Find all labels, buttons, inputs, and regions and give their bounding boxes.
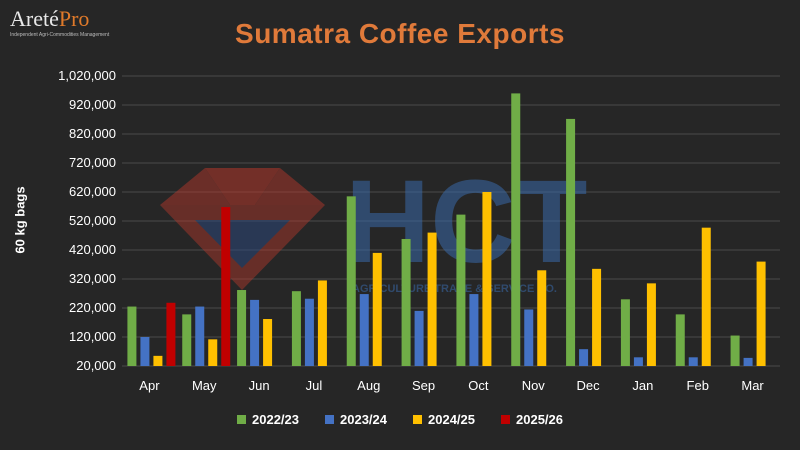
x-category-label: Nov <box>522 378 546 393</box>
legend-item: 2024/25 <box>413 412 475 427</box>
bar-2022-23-jun <box>237 290 247 366</box>
watermark-diamond-inner <box>195 220 290 268</box>
watermark-diamond-left <box>160 168 230 205</box>
bar-2022-23-dec <box>566 118 576 366</box>
y-axis-ticks: 20,000 120,000 220,000 320,000 420,000 520,00… <box>58 68 116 373</box>
bar-2023-24-jun <box>250 299 260 366</box>
bar-2023-24-may <box>195 306 205 366</box>
y-tick-label: 920,000 <box>69 97 116 112</box>
bar-2024-25-jul <box>317 280 327 366</box>
legend-swatch <box>501 415 510 424</box>
y-tick-label: 220,000 <box>69 300 116 315</box>
y-tick-label: 820,000 <box>69 126 116 141</box>
bar-2023-24-aug <box>359 294 369 366</box>
bar-2024-25-dec <box>592 268 602 366</box>
bar-2023-24-sep <box>414 310 424 366</box>
bar-2024-25-oct <box>482 192 492 366</box>
logo-name-accent: Pro <box>58 6 90 31</box>
chart-title: Sumatra Coffee Exports <box>235 18 565 49</box>
x-category-label: May <box>192 378 217 393</box>
y-tick-label: 620,000 <box>69 184 116 199</box>
bar-2022-23-apr <box>127 306 137 366</box>
hct-watermark: HCT AGRICULTURE TRADE & SERVICE CO. <box>160 156 588 295</box>
bar-2024-25-mar <box>756 261 766 366</box>
legend-item: 2025/26 <box>501 412 563 427</box>
watermark-brand: HCT <box>345 156 588 288</box>
aretepro-logo: AretéPro Independent Agri-Commodities Ma… <box>10 8 120 39</box>
watermark-diamond-top <box>205 168 280 205</box>
x-category-label: Oct <box>468 378 489 393</box>
bar-2022-23-mar <box>730 335 740 366</box>
legend-label: 2024/25 <box>428 412 475 427</box>
x-category-label: Apr <box>139 378 160 393</box>
bar-2023-24-apr <box>140 337 150 366</box>
bar-2024-25-may <box>208 339 218 366</box>
bar-2023-24-mar <box>743 357 753 366</box>
legend-item: 2023/24 <box>325 412 387 427</box>
x-category-label: Jun <box>249 378 270 393</box>
bar-2024-25-aug <box>372 252 382 366</box>
bar-2024-25-jan <box>646 283 656 366</box>
watermark-diamond-bottom <box>160 205 325 290</box>
y-tick-label: 720,000 <box>69 155 116 170</box>
bar-2025-26-may <box>221 207 231 366</box>
logo-wordmark: AretéPro <box>10 8 120 30</box>
x-category-label: Dec <box>577 378 601 393</box>
bar-2024-25-jun <box>263 319 273 366</box>
bar-2022-23-oct <box>456 214 466 366</box>
legend-item: 2022/23 <box>237 412 299 427</box>
y-tick-label: 1,020,000 <box>58 68 116 83</box>
legend-swatch <box>413 415 422 424</box>
bar-2023-24-feb <box>688 357 698 366</box>
legend-label: 2023/24 <box>340 412 387 427</box>
bar-2023-24-nov <box>524 309 534 366</box>
x-category-label: Aug <box>357 378 380 393</box>
legend-swatch <box>325 415 334 424</box>
x-category-label: Jul <box>306 378 323 393</box>
x-category-label: Feb <box>687 378 709 393</box>
x-category-label: Mar <box>741 378 764 393</box>
y-tick-label: 520,000 <box>69 213 116 228</box>
y-tick-label: 20,000 <box>76 358 116 373</box>
bar-2024-25-apr <box>153 355 163 366</box>
bar-2022-23-nov <box>511 93 521 367</box>
bars <box>127 93 766 367</box>
chart-legend: 2022/23 2023/24 2024/25 2025/26 <box>0 412 800 427</box>
legend-label: 2022/23 <box>252 412 299 427</box>
bar-2025-26-apr <box>166 302 176 366</box>
bar-2023-24-dec <box>579 349 589 366</box>
bar-2022-23-jul <box>291 291 301 366</box>
watermark-diamond-right <box>255 168 325 205</box>
bar-2022-23-sep <box>401 238 411 366</box>
bar-2024-25-feb <box>701 227 711 366</box>
bar-2024-25-sep <box>427 232 437 366</box>
x-category-label: Sep <box>412 378 435 393</box>
bar-2023-24-jan <box>633 357 643 366</box>
bar-2022-23-feb <box>675 314 685 366</box>
watermark-tagline: AGRICULTURE TRADE & SERVICE CO. <box>352 283 557 295</box>
y-tick-label: 320,000 <box>69 271 116 286</box>
logo-tagline: Independent Agri-Commodities Management <box>10 32 110 38</box>
y-tick-label: 420,000 <box>69 242 116 257</box>
y-tick-label: 120,000 <box>69 329 116 344</box>
bar-2023-24-oct <box>469 294 479 366</box>
logo-name-main: Areté <box>10 6 59 31</box>
x-axis-categories: Apr May Jun Jul Aug Sep Oct Nov Dec Jan Feb Mar <box>139 378 764 393</box>
bar-2023-24-jul <box>304 298 314 366</box>
bar-2022-23-may <box>182 314 192 366</box>
bar-2022-23-aug <box>346 196 356 366</box>
bar-2022-23-jan <box>620 299 630 366</box>
x-category-label: Jan <box>632 378 653 393</box>
bar-2024-25-nov <box>537 270 547 366</box>
legend-label: 2025/26 <box>516 412 563 427</box>
legend-swatch <box>237 415 246 424</box>
